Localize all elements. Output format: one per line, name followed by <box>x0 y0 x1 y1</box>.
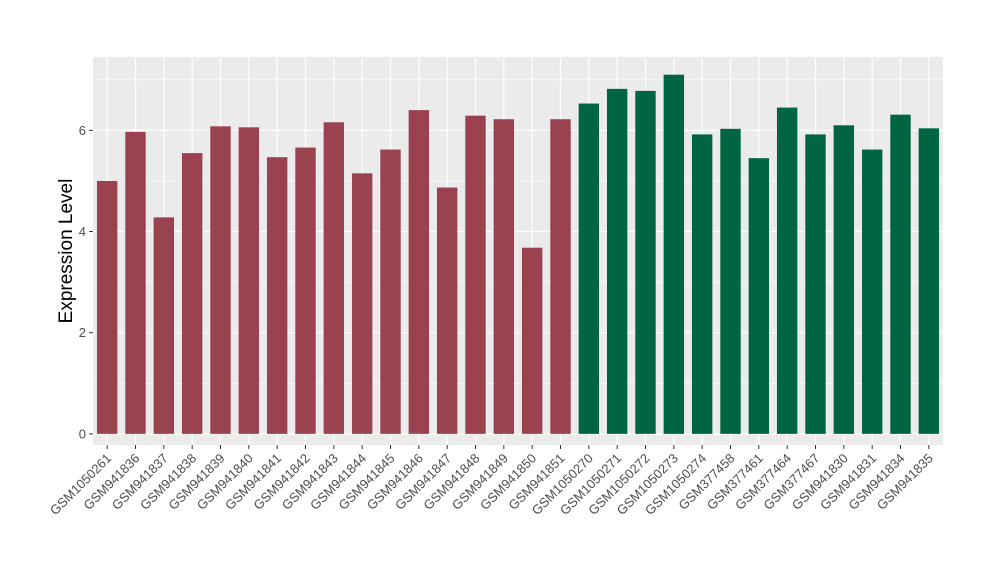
y-axis-label: Expression Level <box>56 179 77 324</box>
bars <box>96 74 940 434</box>
x-axis-ticks: GSM1050261GSM941836GSM941837GSM941838GSM… <box>47 445 936 518</box>
bar-GSM377461 <box>748 158 770 434</box>
bar-GSM377464 <box>776 107 798 434</box>
y-tick-label: 2 <box>79 325 86 340</box>
bar-GSM1050261 <box>96 180 118 434</box>
y-tick-label: 0 <box>79 426 86 441</box>
bar-GSM941836 <box>125 131 146 434</box>
bar-GSM941840 <box>238 127 260 434</box>
bar-GSM941844 <box>351 173 373 434</box>
bar-GSM941838 <box>181 153 203 434</box>
bar-GSM377467 <box>805 134 826 434</box>
y-axis-ticks: 0 2 4 6 <box>79 123 93 441</box>
bar-GSM941839 <box>210 126 231 434</box>
bar-GSM941835 <box>918 128 940 434</box>
bar-GSM941842 <box>295 147 316 434</box>
bar-GSM1050271 <box>606 88 628 434</box>
y-tick-label: 6 <box>79 123 86 138</box>
bar-GSM941831 <box>861 149 883 434</box>
plot-panel <box>93 57 943 445</box>
bar-GSM941847 <box>436 187 458 434</box>
bar-GSM941846 <box>408 110 430 434</box>
bar-GSM941848 <box>465 115 486 434</box>
bar-GSM1050272 <box>635 90 656 434</box>
bar-GSM941841 <box>266 157 288 434</box>
bar-GSM941851 <box>550 119 571 434</box>
bar-GSM377458 <box>720 128 741 434</box>
bar-GSM1050273 <box>663 74 685 434</box>
y-tick-label: 4 <box>79 224 86 239</box>
bar-GSM941843 <box>323 122 345 434</box>
bar-GSM941830 <box>833 125 855 434</box>
bar-GSM941845 <box>380 149 401 434</box>
bar-GSM941849 <box>493 119 515 434</box>
bar-GSM941834 <box>890 114 911 434</box>
bar-GSM1050274 <box>691 134 713 434</box>
bar-GSM941837 <box>153 217 175 434</box>
bar-GSM1050270 <box>578 103 600 434</box>
bar-GSM941850 <box>521 247 543 434</box>
